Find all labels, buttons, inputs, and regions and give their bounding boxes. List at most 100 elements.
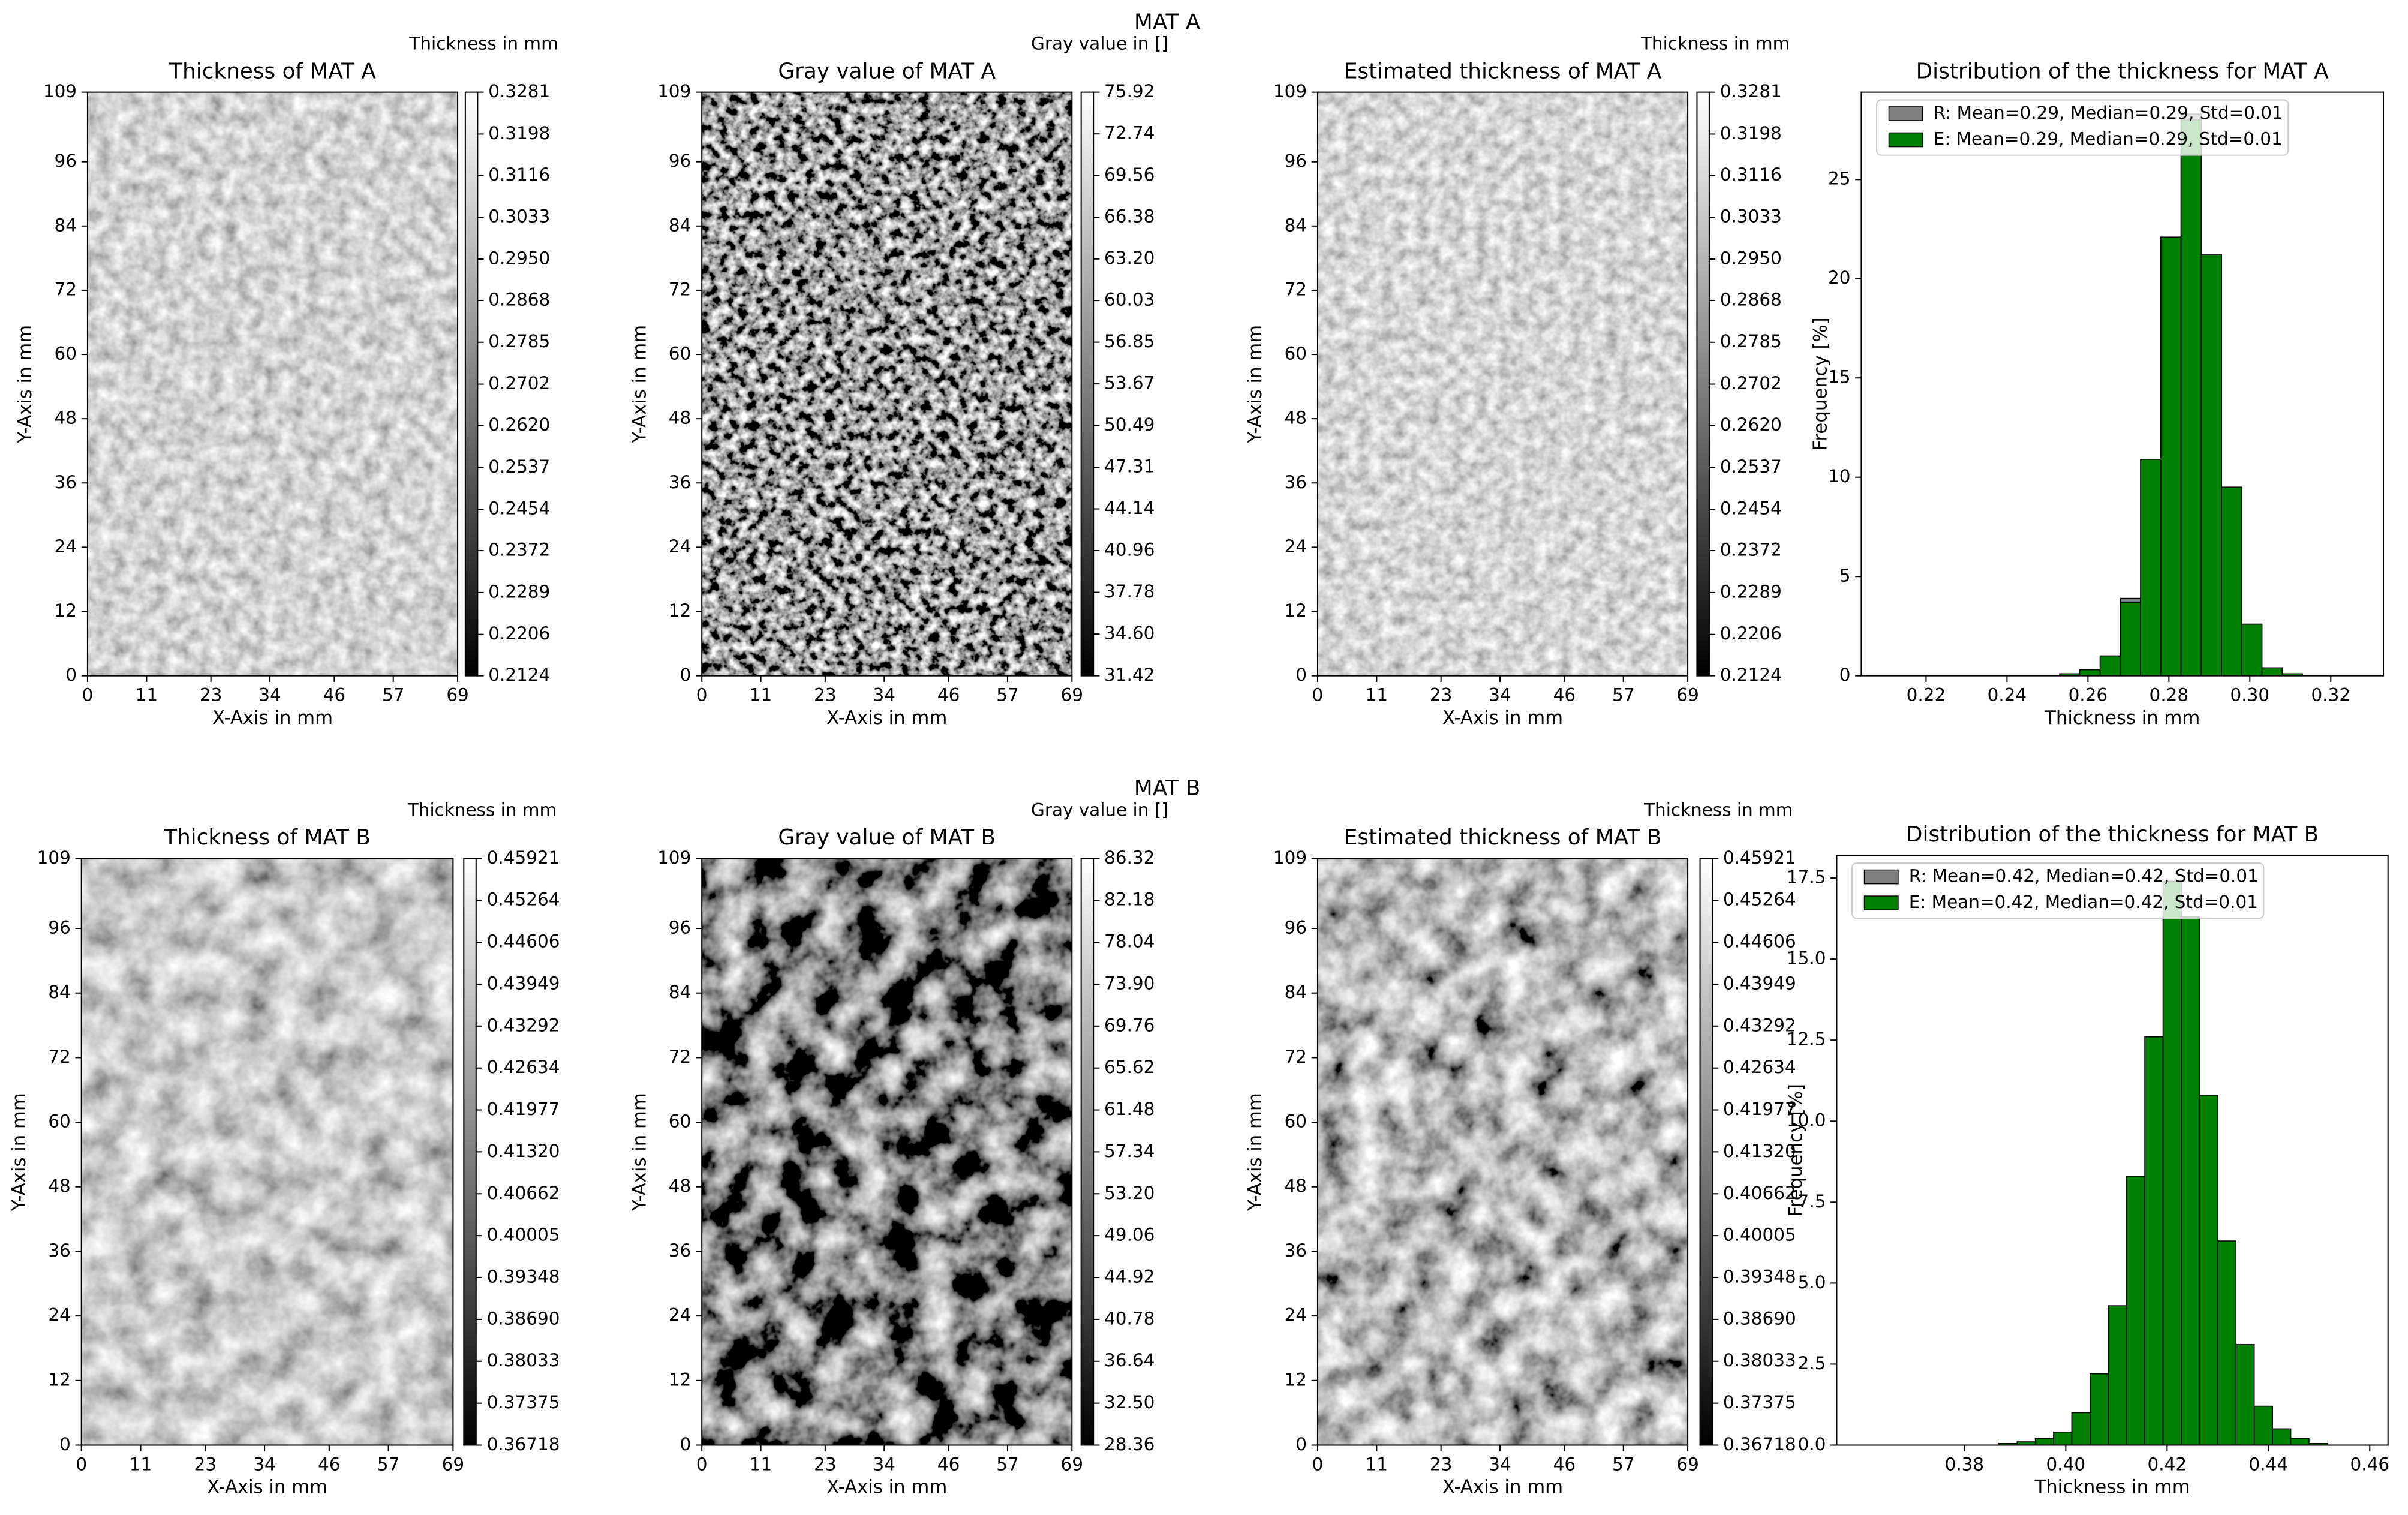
colorbar-tick-label: 0.2206 bbox=[488, 623, 550, 644]
y-axis-label: Y-Axis in mm bbox=[14, 325, 36, 444]
y-tick-label: 5 bbox=[1839, 566, 1851, 586]
histogram-bar bbox=[2126, 1176, 2145, 1446]
y-axis-label: Y-Axis in mm bbox=[8, 1093, 30, 1212]
x-tick-label: 69 bbox=[1061, 1454, 1083, 1474]
chart-title: Thickness of MAT B bbox=[163, 825, 371, 850]
axes-frame bbox=[1860, 91, 2385, 677]
legend-label: R: Mean=0.29, Median=0.29, Std=0.01 bbox=[1934, 103, 2283, 123]
x-tick-label: 0.42 bbox=[2148, 1454, 2187, 1474]
y-tick-label: 96 bbox=[55, 151, 77, 171]
y-tick-label: 72 bbox=[1285, 279, 1307, 299]
x-tick-label: 34 bbox=[873, 1454, 895, 1474]
x-tick-label: 0 bbox=[76, 1454, 87, 1474]
histogram-bar bbox=[2261, 667, 2283, 677]
legend-label: R: Mean=0.42, Median=0.42, Std=0.01 bbox=[1909, 866, 2259, 886]
colorbar-tick-label: 78.04 bbox=[1104, 931, 1155, 952]
colorbar-tick-label: 0.45921 bbox=[487, 847, 560, 868]
y-tick-label: 48 bbox=[669, 408, 691, 428]
heatmap-image bbox=[1317, 858, 1688, 1445]
x-tick-label: 34 bbox=[1489, 1454, 1511, 1474]
colorbar-tick-label: 0.40662 bbox=[487, 1183, 560, 1203]
y-tick-label: 60 bbox=[1285, 344, 1307, 364]
x-axis-label: X-Axis in mm bbox=[1442, 707, 1563, 729]
legend-swatch bbox=[1863, 895, 1899, 910]
colorbar-tick-label: 0.2868 bbox=[1720, 289, 1782, 309]
heatmap-image bbox=[702, 92, 1072, 676]
colorbar-tick-label: 0.2372 bbox=[1720, 540, 1782, 560]
colorbar-tick-label: 32.50 bbox=[1104, 1392, 1155, 1412]
colorbar-tick-label: 69.76 bbox=[1104, 1015, 1155, 1035]
y-tick-label: 0 bbox=[680, 1434, 692, 1454]
x-tick-label: 57 bbox=[996, 684, 1018, 705]
y-tick-label: 20 bbox=[1828, 267, 1850, 288]
colorbar bbox=[1080, 858, 1095, 1446]
colorbar-tick-label: 82.18 bbox=[1104, 889, 1155, 910]
histogram-bar bbox=[2235, 1344, 2255, 1446]
x-tick-label: 57 bbox=[996, 1454, 1018, 1474]
colorbar-tick-label: 69.56 bbox=[1104, 164, 1155, 185]
histogram-bar bbox=[2079, 669, 2101, 677]
histogram-bar bbox=[2200, 254, 2222, 677]
y-tick-label: 96 bbox=[1285, 151, 1307, 171]
x-tick-label: 0 bbox=[696, 684, 708, 705]
y-tick-label: 72 bbox=[55, 279, 77, 299]
y-axis-label: Y-Axis in mm bbox=[1244, 325, 1266, 444]
x-tick-label: 0 bbox=[82, 684, 94, 705]
y-tick-label: 84 bbox=[669, 215, 691, 235]
x-axis-label: X-Axis in mm bbox=[826, 1477, 947, 1498]
y-axis-label: Y-Axis in mm bbox=[1244, 1093, 1266, 1212]
x-tick-label: 34 bbox=[1489, 684, 1511, 705]
colorbar-tick-label: 0.2372 bbox=[488, 540, 550, 560]
colorbar-tick-label: 44.92 bbox=[1104, 1267, 1155, 1287]
legend-box bbox=[1851, 862, 2265, 919]
x-tick-label: 46 bbox=[937, 684, 960, 705]
y-tick-label: 60 bbox=[1285, 1111, 1307, 1132]
colorbar-tick-label: 0.2785 bbox=[488, 331, 550, 351]
y-tick-label: 36 bbox=[1285, 1240, 1307, 1261]
y-tick-label: 60 bbox=[669, 344, 691, 364]
x-tick-label: 34 bbox=[253, 1454, 275, 1474]
colorbar-tick-label: 0.39348 bbox=[487, 1266, 560, 1286]
colorbar-tick-label: 60.03 bbox=[1104, 290, 1155, 310]
x-tick-label: 57 bbox=[382, 684, 404, 705]
colorbar-tick-label: 0.38033 bbox=[487, 1350, 560, 1370]
y-tick-label: 0 bbox=[680, 665, 692, 685]
colorbar-tick-label: 0.43292 bbox=[487, 1015, 560, 1035]
colorbar-tick-label: 0.3198 bbox=[488, 123, 550, 143]
histogram-bar bbox=[2253, 1405, 2273, 1446]
x-tick-label: 0.28 bbox=[2150, 684, 2189, 705]
colorbar bbox=[464, 91, 479, 677]
colorbar-tick-label: 0.2785 bbox=[1720, 331, 1782, 351]
x-tick-label: 0.32 bbox=[2311, 684, 2351, 705]
y-tick-label: 48 bbox=[55, 408, 77, 428]
y-tick-label: 2.5 bbox=[1798, 1353, 1826, 1373]
y-tick-label: 60 bbox=[669, 1111, 691, 1132]
colorbar-tick-label: 0.2206 bbox=[1720, 623, 1782, 644]
x-tick-label: 23 bbox=[194, 1454, 217, 1474]
chart-title: Estimated thickness of MAT A bbox=[1344, 59, 1662, 83]
x-tick-label: 23 bbox=[1430, 1454, 1452, 1474]
chart-title: Gray value of MAT B bbox=[778, 825, 996, 850]
y-tick-label: 24 bbox=[55, 536, 77, 557]
colorbar-tick-label: 61.48 bbox=[1104, 1099, 1155, 1119]
x-tick-label: 0.26 bbox=[2069, 684, 2108, 705]
x-tick-label: 23 bbox=[814, 1454, 836, 1474]
colorbar-tick-label: 0.3281 bbox=[1720, 81, 1782, 101]
y-tick-label: 24 bbox=[1285, 536, 1307, 557]
y-axis-label: Y-Axis in mm bbox=[629, 1093, 650, 1212]
colorbar-label: Gray value in [] bbox=[1031, 34, 1168, 54]
y-tick-label: 48 bbox=[669, 1176, 691, 1196]
colorbar-tick-label: 0.2537 bbox=[488, 456, 550, 477]
colorbar-tick-label: 0.38690 bbox=[1723, 1308, 1796, 1328]
y-tick-label: 109 bbox=[43, 81, 77, 101]
x-tick-label: 11 bbox=[1366, 1454, 1388, 1474]
chart-title: Estimated thickness of MAT B bbox=[1344, 825, 1661, 850]
y-tick-label: 72 bbox=[669, 1047, 691, 1067]
y-tick-label: 96 bbox=[1285, 918, 1307, 938]
y-tick-label: 36 bbox=[55, 472, 77, 492]
colorbar-tick-label: 56.85 bbox=[1104, 331, 1155, 351]
colorbar-label: Thickness in mm bbox=[1643, 799, 1793, 820]
x-tick-label: 46 bbox=[323, 684, 345, 705]
